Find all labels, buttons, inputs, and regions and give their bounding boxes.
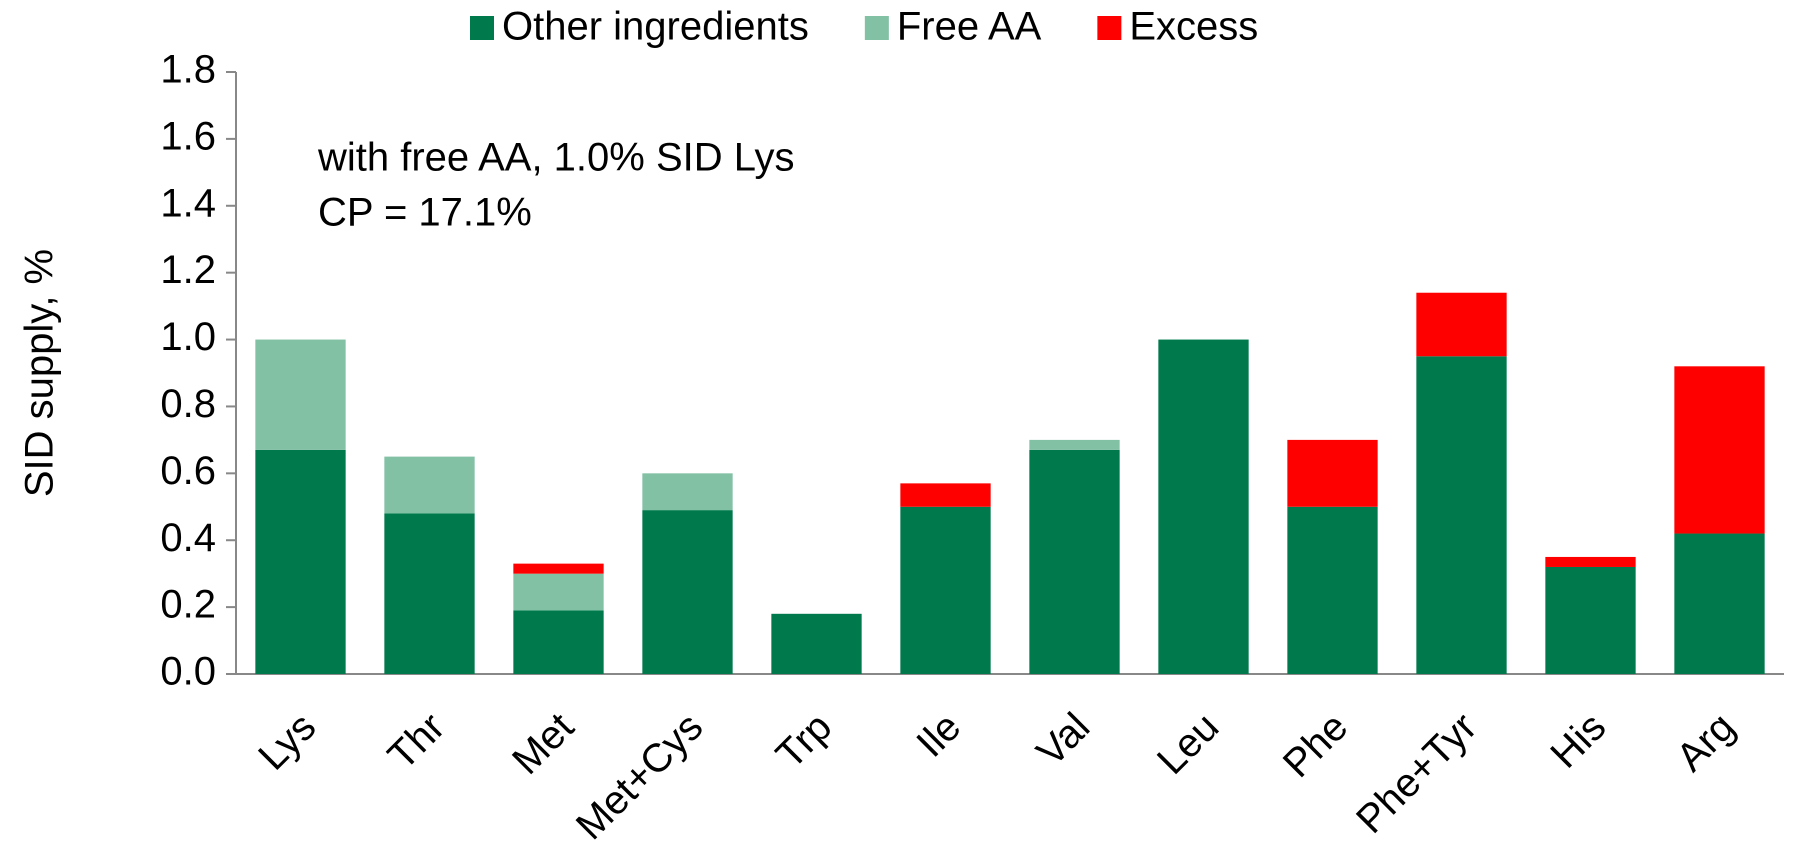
y-tick-label: 0.2 [160,583,216,627]
y-axis-label: SID supply, % [18,249,62,497]
bar-segment [1545,566,1636,674]
x-tick-label: Phe+Tyr [1348,705,1485,842]
bar-segment [513,573,604,611]
annotation: with free AA, 1.0% SID Lys [317,136,795,180]
bar-segment [255,449,346,674]
bar-segment [1416,292,1507,357]
x-tick-label: Phe [1275,705,1356,786]
y-tick-label: 0.8 [160,382,216,426]
y-tick-label: 1.8 [160,48,216,92]
y-tick-label: 1.4 [160,181,216,225]
bar-segment [771,613,862,674]
bar-segment [1029,449,1120,674]
bar-segment [1287,506,1378,674]
bar-segment [1287,439,1378,507]
bar-segment [384,513,475,674]
y-tick-label: 0.0 [160,650,216,694]
bar-segment [1158,339,1249,674]
bar-segment [1674,533,1765,674]
bar-segment [900,483,991,507]
y-tick-label: 1.0 [160,315,216,359]
y-tick-label: 1.2 [160,248,216,292]
bar-segment [642,473,733,511]
bar-segment [255,339,346,450]
y-tick-label: 0.4 [160,516,216,560]
legend-label: Other ingredients [502,5,809,49]
x-tick-label: Ile [908,705,969,766]
x-tick-label: Lys [250,705,324,779]
x-tick-label: Trp [768,705,840,777]
legend-swatch [864,16,889,40]
bar-segment [900,506,991,674]
legend-swatch [1097,16,1122,40]
y-tick-label: 0.6 [160,449,216,493]
x-tick-label: Thr [380,705,454,779]
x-tick-label: Val [1028,705,1098,775]
legend-swatch [470,16,494,40]
bar-segment [642,510,733,674]
bar-segment [1029,439,1120,450]
bar-segment [1545,556,1636,567]
x-tick-label: Arg [1668,705,1743,780]
bar-segment [513,563,604,574]
bar-segment [384,456,475,514]
bar-segment [513,610,604,674]
legend-label: Excess [1129,5,1258,49]
x-tick-label: Leu [1149,705,1227,783]
x-tick-label: Met [504,705,582,783]
x-tick-label: His [1542,705,1614,777]
bar-segment [1416,356,1507,674]
y-tick-label: 1.6 [160,114,216,158]
legend-label: Free AA [897,5,1042,49]
bar-segment [1674,366,1765,534]
annotation: CP = 17.1% [318,191,532,235]
x-tick-label: Met+Cys [568,705,711,848]
